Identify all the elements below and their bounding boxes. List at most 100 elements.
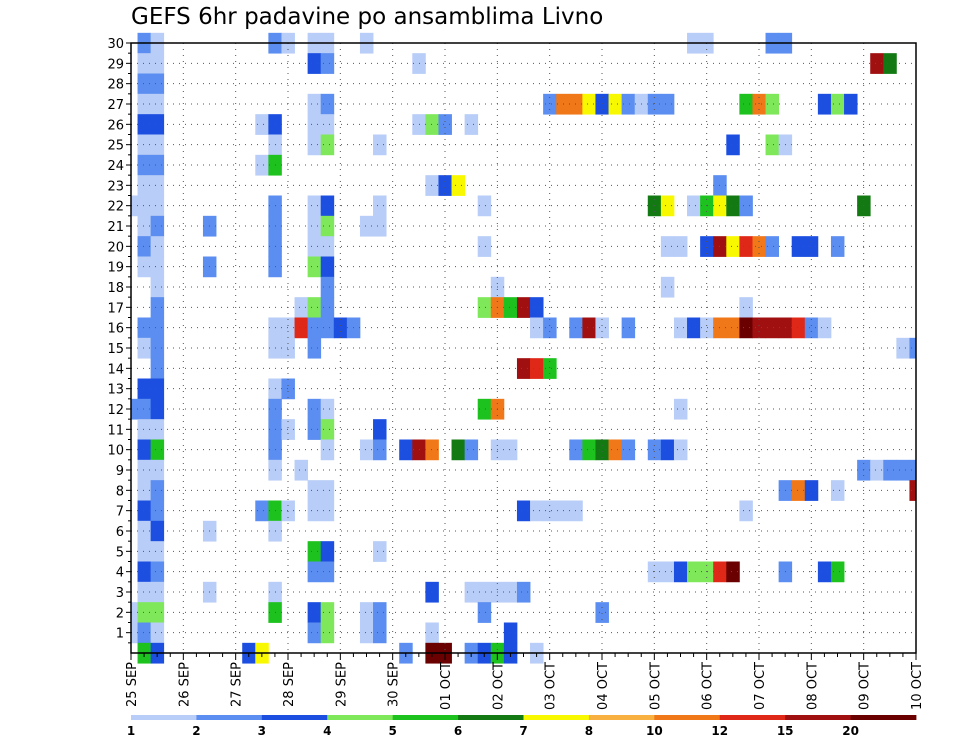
heatmap-cell bbox=[556, 500, 570, 522]
heatmap-cell bbox=[150, 195, 165, 217]
heatmap-cell bbox=[660, 236, 675, 257]
heatmap-cell bbox=[530, 358, 544, 379]
heatmap-cell bbox=[896, 459, 910, 481]
heatmap-cell bbox=[425, 581, 439, 603]
heatmap-cell bbox=[307, 53, 322, 74]
heatmap-cell bbox=[307, 297, 322, 318]
legend-swatch bbox=[196, 715, 263, 720]
x-tick-label: 28 SEP bbox=[282, 662, 297, 707]
heatmap-cell bbox=[673, 439, 688, 461]
heatmap-cell bbox=[516, 358, 531, 379]
heatmap-cell bbox=[150, 73, 165, 95]
heatmap-cell bbox=[477, 581, 492, 603]
heatmap-cell bbox=[739, 317, 753, 339]
heatmap-cell bbox=[359, 215, 374, 237]
heatmap-cell bbox=[137, 195, 152, 217]
heatmap-cell bbox=[294, 297, 309, 318]
heatmap-cell bbox=[137, 175, 152, 196]
heatmap-cell bbox=[804, 480, 819, 501]
heatmap-cell bbox=[137, 317, 152, 339]
heatmap-cell bbox=[883, 459, 897, 481]
heatmap-cell bbox=[817, 317, 832, 339]
x-tick-label: 02 OCT bbox=[491, 662, 506, 710]
legend-label: 10 bbox=[646, 724, 663, 738]
heatmap-cell bbox=[307, 215, 322, 237]
heatmap-cell bbox=[687, 561, 701, 583]
heatmap-cell bbox=[150, 480, 165, 501]
heatmap-cell bbox=[373, 541, 387, 562]
legend-label: 8 bbox=[585, 724, 593, 738]
y-tick-label: 13 bbox=[107, 383, 124, 398]
legend-swatch bbox=[131, 715, 197, 720]
heatmap-cell bbox=[569, 439, 583, 461]
heatmap-cell bbox=[582, 93, 596, 115]
heatmap-cell bbox=[464, 439, 479, 461]
heatmap-cell bbox=[150, 53, 165, 74]
heatmap-cell bbox=[373, 622, 387, 644]
heatmap-cell bbox=[320, 215, 335, 237]
heatmap-cell bbox=[477, 398, 492, 420]
legend-label: 15 bbox=[777, 724, 794, 738]
heatmap-cell bbox=[543, 358, 557, 379]
heatmap-cell bbox=[320, 419, 335, 440]
heatmap-cell bbox=[765, 93, 780, 115]
heatmap-cell bbox=[621, 93, 636, 115]
heatmap-cell bbox=[700, 317, 714, 339]
legend-swatch bbox=[523, 715, 590, 720]
heatmap-cell bbox=[830, 93, 845, 115]
heatmap-cell bbox=[451, 175, 466, 196]
heatmap-cell bbox=[281, 317, 295, 339]
y-tick-label: 8 bbox=[116, 484, 124, 499]
heatmap-cell bbox=[137, 419, 152, 440]
heatmap-cell bbox=[137, 520, 152, 542]
y-tick-label: 15 bbox=[107, 342, 124, 357]
y-tick-label: 3 bbox=[116, 586, 124, 601]
heatmap-cell bbox=[896, 337, 910, 359]
heatmap-cell bbox=[307, 622, 322, 644]
heatmap-cell bbox=[320, 561, 335, 583]
heatmap-cell bbox=[791, 480, 806, 501]
heatmap-cell bbox=[320, 114, 335, 135]
heatmap-cell bbox=[595, 439, 609, 461]
heatmap-cell bbox=[307, 134, 322, 156]
x-tick-label: 09 OCT bbox=[858, 662, 873, 710]
y-tick-label: 1 bbox=[116, 627, 124, 642]
heatmap-cell bbox=[673, 398, 688, 420]
heatmap-cell bbox=[150, 622, 165, 644]
heatmap-cell bbox=[647, 93, 662, 115]
y-tick-label: 25 bbox=[107, 139, 124, 154]
heatmap-cell bbox=[137, 581, 152, 603]
heatmap-cell bbox=[516, 297, 531, 318]
heatmap-cell bbox=[817, 561, 832, 583]
heatmap-cell bbox=[320, 439, 335, 461]
heatmap-cell bbox=[765, 317, 780, 339]
heatmap-cell bbox=[307, 236, 322, 257]
x-tick-label: 29 SEP bbox=[334, 662, 349, 707]
heatmap-cell bbox=[307, 256, 322, 278]
heatmap-cell bbox=[150, 419, 165, 440]
heatmap-cell bbox=[320, 93, 335, 115]
heatmap-cell bbox=[131, 398, 138, 420]
heatmap-cell bbox=[752, 93, 766, 115]
heatmap-cell bbox=[320, 398, 335, 420]
heatmap-cell bbox=[870, 459, 884, 481]
legend-swatch bbox=[654, 715, 721, 720]
heatmap-cell bbox=[137, 154, 152, 176]
heatmap-cell bbox=[830, 480, 845, 501]
heatmap-cell bbox=[150, 317, 165, 339]
heatmap-cell bbox=[320, 297, 335, 318]
y-tick-label: 4 bbox=[116, 566, 124, 581]
heatmap-cell bbox=[726, 317, 740, 339]
heatmap-cell bbox=[543, 317, 557, 339]
heatmap-cell bbox=[150, 459, 165, 481]
heatmap-cell bbox=[425, 439, 439, 461]
heatmap-cell bbox=[320, 500, 335, 522]
heatmap-cell bbox=[150, 520, 165, 542]
y-tick-label: 16 bbox=[107, 322, 124, 337]
heatmap-cell bbox=[687, 195, 701, 217]
y-tick-label: 30 bbox=[107, 37, 124, 52]
legend-swatch bbox=[785, 715, 851, 720]
y-tick-label: 22 bbox=[107, 200, 124, 215]
heatmap-cell bbox=[608, 93, 623, 115]
heatmap-cell bbox=[333, 317, 348, 339]
